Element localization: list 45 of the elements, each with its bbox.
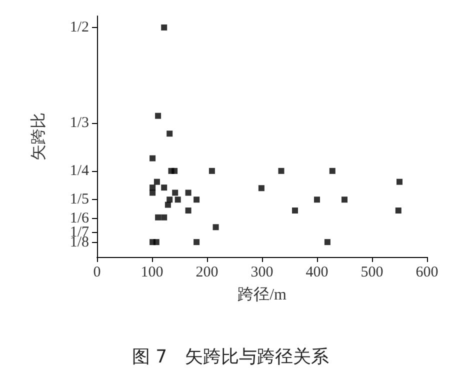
point — [185, 190, 192, 196]
y-tick-label: 1/4 — [70, 162, 90, 179]
point — [194, 239, 200, 246]
x-tick-label: 200 — [196, 264, 218, 280]
point — [161, 184, 168, 191]
point — [155, 214, 162, 220]
point — [154, 178, 160, 185]
point — [194, 196, 200, 203]
point — [185, 208, 192, 214]
caption: 图 7 矢跨比与跨径关系 — [132, 346, 330, 368]
point — [166, 196, 173, 203]
point — [396, 178, 402, 185]
point — [278, 168, 284, 174]
point — [174, 196, 181, 203]
point — [329, 168, 336, 174]
point — [150, 155, 156, 162]
point — [172, 168, 178, 174]
y-axis-title: 矢跨比 — [30, 112, 48, 160]
point — [150, 190, 156, 196]
point — [314, 196, 320, 203]
point — [395, 208, 402, 214]
point — [164, 202, 171, 208]
point — [212, 224, 219, 230]
point — [208, 168, 215, 174]
point — [172, 190, 178, 196]
point — [342, 196, 348, 203]
point — [161, 214, 168, 220]
x-tick-label: 300 — [250, 264, 274, 280]
point — [161, 24, 168, 30]
x-tick-label: 400 — [306, 264, 328, 280]
point — [258, 185, 264, 192]
point — [292, 208, 298, 214]
x-tick-label: 600 — [416, 264, 438, 280]
point — [153, 239, 160, 246]
x-tick-label: 500 — [360, 264, 384, 280]
y-tick-label: 1/5 — [70, 192, 89, 208]
point — [155, 112, 162, 119]
x-tick-label: 0 — [93, 264, 101, 280]
y-tick-label: 1/2 — [70, 19, 89, 36]
y-tick-label: 1/3 — [70, 115, 89, 132]
y-tick-label: 1/6 — [70, 210, 90, 227]
point — [324, 239, 330, 246]
point — [166, 130, 173, 137]
x-axis-title: 跨径/m — [238, 286, 287, 304]
x-tick-label: 100 — [140, 264, 164, 280]
